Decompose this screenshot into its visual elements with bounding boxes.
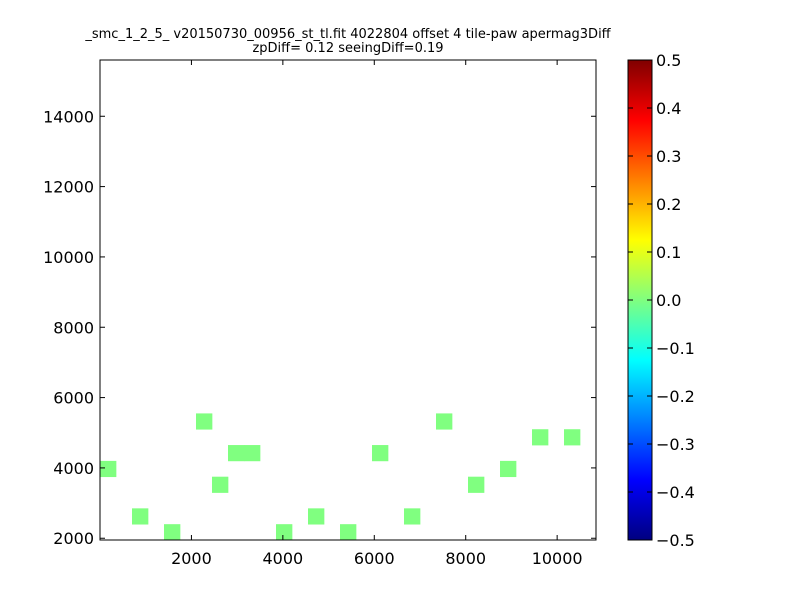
plot-frame [99, 59, 597, 541]
y-tick-label: 12000 [43, 178, 94, 197]
colorbar-tick-label: 0.1 [656, 243, 681, 262]
heatmap-cell [276, 524, 293, 541]
heatmap-cell [340, 524, 357, 541]
heatmap-cell [196, 413, 213, 430]
heatmap-cell [404, 508, 421, 525]
heatmap-cell [308, 508, 325, 525]
y-tick-label: 2000 [53, 529, 94, 548]
heatmap-cell [212, 476, 229, 493]
x-tick-label: 2000 [171, 549, 212, 568]
colorbar-tick-label: 0.5 [656, 51, 681, 70]
heatmap-cell [436, 413, 453, 430]
colorbar-tick-label: 0.0 [656, 291, 681, 310]
heatmap-cell [372, 445, 389, 462]
heatmap-cell [564, 429, 581, 446]
heatmap-cell [468, 476, 485, 493]
chart-title-line-1: _smc_1_2_5_ v20150730_00956_st_tl.fit 40… [84, 27, 611, 42]
y-tick-label: 6000 [53, 389, 94, 408]
colorbar-tick-label: 0.4 [656, 99, 681, 118]
y-tick-label: 8000 [53, 318, 94, 337]
colorbar-tick-label: 0.2 [656, 195, 681, 214]
colorbar-tick-label: −0.4 [656, 483, 695, 502]
heatmap-cell [132, 508, 149, 525]
heatmap-cell [532, 429, 549, 446]
heatmap-cell [228, 445, 245, 462]
chart-title-line-2: zpDiff= 0.12 seeingDiff=0.19 [252, 41, 443, 56]
axes: 2000 4000 6000 8000 10000 2000 4000 6000 8000 100… [43, 60, 596, 568]
y-tick-label: 10000 [43, 248, 94, 267]
heatmap-cell [244, 445, 261, 462]
colorbar-tick-label: 0.3 [656, 147, 681, 166]
y-tick-label: 14000 [43, 107, 94, 126]
colorbar: 0.5 0.4 0.3 0.2 0.1 0.0 −0.1 −0.2 −0.3 −0.4 −0.5 [627, 51, 695, 550]
heatmap-cell [100, 460, 117, 478]
colorbar-tick-label: −0.5 [656, 531, 695, 550]
colorbar-tick-label: −0.2 [656, 387, 695, 406]
colorbar-tick-label: −0.3 [656, 435, 695, 454]
heatmap-cell [500, 460, 517, 478]
x-tick-label: 10000 [532, 549, 583, 568]
x-tick-label: 6000 [354, 549, 395, 568]
heatmap-cell [164, 524, 181, 541]
heatmap-cells [100, 413, 581, 541]
y-tick-label: 4000 [53, 459, 94, 478]
x-tick-label: 8000 [445, 549, 486, 568]
colorbar-tick-label: −0.1 [656, 339, 695, 358]
x-tick-label: 4000 [262, 549, 303, 568]
